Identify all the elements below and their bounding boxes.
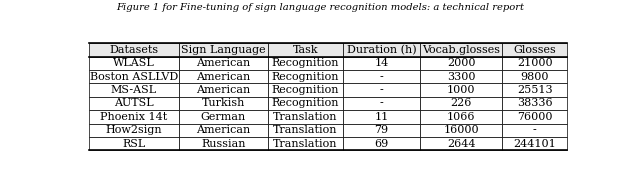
Bar [502, 110, 567, 124]
Text: 1066: 1066 [447, 112, 476, 122]
Text: American: American [196, 72, 250, 82]
Bar [268, 124, 343, 137]
Bar [89, 57, 179, 70]
Bar [502, 43, 567, 57]
Bar [343, 70, 420, 83]
Bar [268, 110, 343, 124]
Bar [502, 57, 567, 70]
Text: 226: 226 [451, 99, 472, 109]
Bar [268, 137, 343, 150]
Bar [268, 83, 343, 97]
Text: Boston ASLLVD: Boston ASLLVD [90, 72, 178, 82]
Bar [179, 83, 268, 97]
Text: RSL: RSL [122, 139, 145, 149]
Text: -: - [380, 72, 383, 82]
Text: Recognition: Recognition [272, 85, 339, 95]
Bar [179, 97, 268, 110]
Text: 3300: 3300 [447, 72, 476, 82]
Bar [179, 110, 268, 124]
Bar [502, 137, 567, 150]
Text: -: - [533, 125, 536, 135]
Bar [420, 43, 502, 57]
Text: Translation: Translation [273, 112, 338, 122]
Text: 2000: 2000 [447, 58, 476, 68]
Bar [179, 124, 268, 137]
Bar [502, 83, 567, 97]
Bar [179, 57, 268, 70]
Bar [343, 57, 420, 70]
Text: 38336: 38336 [517, 99, 552, 109]
Bar [502, 97, 567, 110]
Bar [268, 70, 343, 83]
Text: Task: Task [292, 45, 318, 55]
Text: American: American [196, 58, 250, 68]
Text: 21000: 21000 [517, 58, 552, 68]
Text: 2644: 2644 [447, 139, 476, 149]
Text: German: German [201, 112, 246, 122]
Bar [343, 43, 420, 57]
Text: Vocab.glosses: Vocab.glosses [422, 45, 500, 55]
Bar [502, 70, 567, 83]
Text: Translation: Translation [273, 139, 338, 149]
Text: -: - [380, 99, 383, 109]
Bar [420, 110, 502, 124]
Bar [268, 97, 343, 110]
Bar [420, 57, 502, 70]
Text: American: American [196, 85, 250, 95]
Bar [343, 97, 420, 110]
Text: Sign Language: Sign Language [181, 45, 266, 55]
Bar [179, 70, 268, 83]
Bar [89, 137, 179, 150]
Text: 79: 79 [374, 125, 388, 135]
Text: 11: 11 [374, 112, 388, 122]
Bar [343, 83, 420, 97]
Bar [343, 110, 420, 124]
Bar [420, 83, 502, 97]
Bar [89, 97, 179, 110]
Text: Glosses: Glosses [513, 45, 556, 55]
Text: Turkish: Turkish [202, 99, 245, 109]
Text: Phoenix 14t: Phoenix 14t [100, 112, 168, 122]
Bar [502, 124, 567, 137]
Bar [89, 83, 179, 97]
Text: Figure 1 for Fine-tuning of sign language recognition models: a technical report: Figure 1 for Fine-tuning of sign languag… [116, 3, 524, 12]
Text: Recognition: Recognition [272, 72, 339, 82]
Text: 14: 14 [374, 58, 388, 68]
Text: American: American [196, 125, 250, 135]
Bar [420, 70, 502, 83]
Bar [268, 57, 343, 70]
Bar [343, 124, 420, 137]
Bar [89, 43, 179, 57]
Bar [89, 70, 179, 83]
Text: Recognition: Recognition [272, 58, 339, 68]
Text: 1000: 1000 [447, 85, 476, 95]
Text: Recognition: Recognition [272, 99, 339, 109]
Text: 76000: 76000 [517, 112, 552, 122]
Text: -: - [380, 85, 383, 95]
Text: 9800: 9800 [520, 72, 549, 82]
Bar [268, 43, 343, 57]
Bar [89, 124, 179, 137]
Text: 25513: 25513 [517, 85, 552, 95]
Bar [89, 110, 179, 124]
Bar [420, 97, 502, 110]
Text: AUTSL: AUTSL [114, 99, 154, 109]
Bar [420, 137, 502, 150]
Text: 16000: 16000 [444, 125, 479, 135]
Text: Datasets: Datasets [109, 45, 158, 55]
Text: WLASL: WLASL [113, 58, 155, 68]
Bar [179, 137, 268, 150]
Bar [420, 124, 502, 137]
Text: Russian: Russian [201, 139, 246, 149]
Text: Translation: Translation [273, 125, 338, 135]
Text: How2sign: How2sign [106, 125, 162, 135]
Text: MS-ASL: MS-ASL [111, 85, 157, 95]
Text: Duration (h): Duration (h) [347, 45, 417, 55]
Text: 69: 69 [374, 139, 388, 149]
Text: 244101: 244101 [513, 139, 556, 149]
Bar [343, 137, 420, 150]
Bar [179, 43, 268, 57]
